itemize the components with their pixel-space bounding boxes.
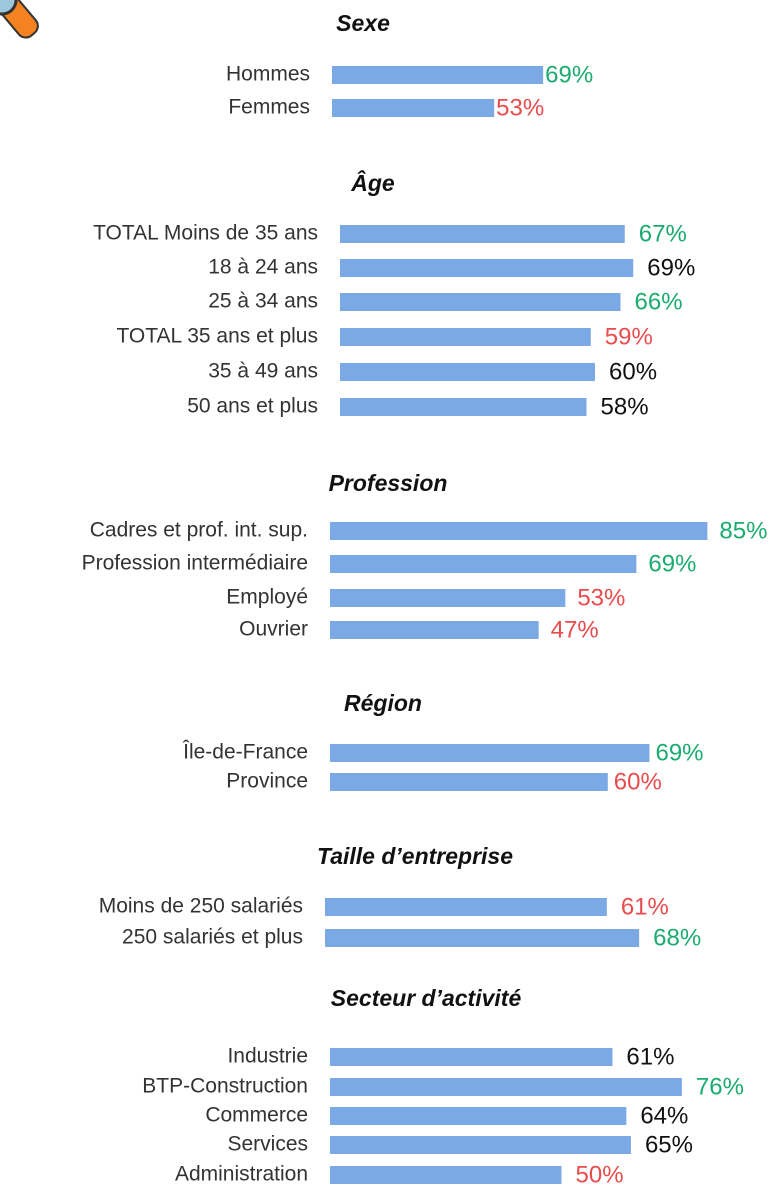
- value-label: 65%: [645, 1131, 693, 1158]
- section-title: Sexe: [336, 10, 390, 36]
- bar: [340, 293, 621, 311]
- category-label: TOTAL Moins de 35 ans: [93, 222, 318, 245]
- value-label: 50%: [576, 1161, 624, 1188]
- value-label: 60%: [609, 358, 657, 385]
- bar: [340, 363, 595, 381]
- category-label: Femmes: [228, 96, 310, 119]
- category-label: 18 à 24 ans: [208, 256, 318, 279]
- bar: [325, 898, 607, 916]
- value-label: 53%: [496, 94, 544, 121]
- value-label: 61%: [621, 893, 669, 920]
- bar: [340, 328, 591, 346]
- category-label: Cadres et prof. int. sup.: [90, 519, 308, 542]
- category-label: Moins de 250 salariés: [99, 895, 303, 918]
- value-label: 69%: [545, 61, 593, 88]
- category-label: Hommes: [226, 63, 310, 86]
- section-title: Âge: [350, 169, 395, 196]
- value-label: 69%: [647, 254, 695, 281]
- category-label: 35 à 49 ans: [208, 360, 318, 383]
- bar: [340, 225, 625, 243]
- category-label: BTP-Construction: [142, 1075, 308, 1098]
- bar: [330, 1166, 562, 1184]
- category-label: 25 à 34 ans: [208, 290, 318, 313]
- category-label: Ouvrier: [239, 618, 308, 641]
- magnifier-icon: [0, 0, 39, 39]
- value-label: 69%: [655, 739, 703, 766]
- value-label: 59%: [605, 323, 653, 350]
- bar: [325, 929, 640, 947]
- value-label: 76%: [696, 1073, 744, 1100]
- section-title: Taille d’entreprise: [317, 843, 513, 869]
- category-label: Employé: [226, 586, 308, 609]
- category-label: Profession intermédiaire: [82, 552, 308, 575]
- bar: [330, 522, 708, 540]
- category-label: Île-de-France: [182, 741, 308, 764]
- bar: [330, 621, 539, 639]
- category-label: Province: [226, 770, 308, 793]
- bar: [330, 1078, 682, 1096]
- value-label: 66%: [635, 288, 683, 315]
- section-title: Secteur d’activité: [331, 985, 522, 1011]
- value-label: 64%: [640, 1102, 688, 1129]
- value-label: 68%: [653, 924, 701, 951]
- bar: [330, 555, 637, 573]
- value-label: 58%: [601, 393, 649, 420]
- bar: [330, 589, 566, 607]
- category-label: Industrie: [227, 1045, 308, 1068]
- category-label: 250 salariés et plus: [122, 926, 303, 949]
- section-title: Profession: [329, 470, 448, 496]
- category-label: Commerce: [205, 1104, 308, 1127]
- bar: [332, 66, 544, 84]
- value-label: 85%: [719, 517, 767, 544]
- value-label: 69%: [648, 550, 696, 577]
- value-label: 61%: [626, 1043, 674, 1070]
- bar: [332, 99, 495, 117]
- category-label: Services: [227, 1133, 308, 1156]
- bar: [330, 1136, 631, 1154]
- bar: [330, 744, 650, 762]
- value-label: 47%: [551, 616, 599, 643]
- category-label: Administration: [175, 1163, 308, 1186]
- value-label: 60%: [614, 768, 662, 795]
- category-label: 50 ans et plus: [187, 395, 318, 418]
- value-label: 53%: [577, 584, 625, 611]
- bar: [340, 398, 587, 416]
- value-label: 67%: [639, 220, 687, 247]
- bar: [330, 1048, 613, 1066]
- bar: [330, 1107, 627, 1125]
- section-title: Région: [344, 690, 422, 716]
- bar: [340, 259, 634, 277]
- bar: [330, 773, 608, 791]
- category-label: TOTAL 35 ans et plus: [116, 325, 318, 348]
